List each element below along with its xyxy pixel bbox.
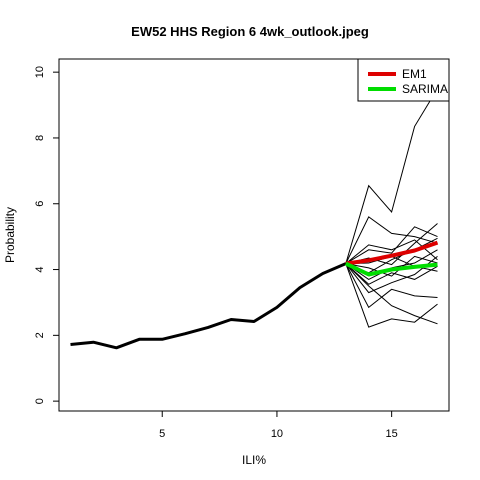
y-tick-label: 0 [34,398,46,404]
ensemble-lines [345,88,438,328]
y-tick-label: 2 [34,332,46,338]
legend-box [357,58,450,102]
y-tick-label: 6 [34,201,46,207]
ensemble-line [345,88,438,264]
legend-label-sarima: SARIMA [402,82,448,96]
chart-title: EW52 HHS Region 6 4wk_outlook.jpeg [131,24,369,39]
ensemble-line [345,263,438,328]
ensemble-line [345,256,438,294]
ensemble-line [345,223,438,266]
y-tick-label: 10 [34,66,46,78]
ensemble-line [345,216,438,264]
x-axis: 5 10 15 [159,410,398,440]
y-axis: 0 2 4 6 8 10 [34,66,60,404]
ensemble-line [345,263,438,285]
ensemble-line [345,263,438,309]
ensemble-line [345,226,438,265]
series-line-em1 [345,240,439,266]
legend-label-em1: EM1 [402,67,427,81]
series-lines [344,240,439,277]
x-axis-title: ILI% [242,453,266,467]
x-tick-label: 5 [159,428,165,440]
observed-line [70,262,347,350]
series-line-sarima [344,261,438,277]
observed-line-group [70,262,347,350]
x-tick-label: 10 [271,428,283,440]
plot-frame [58,58,450,412]
y-tick-label: 8 [34,135,46,141]
y-tick-label: 4 [34,266,46,272]
y-axis-title: Probability [3,207,17,263]
ensemble-line [345,263,438,325]
x-tick-label: 15 [386,428,398,440]
